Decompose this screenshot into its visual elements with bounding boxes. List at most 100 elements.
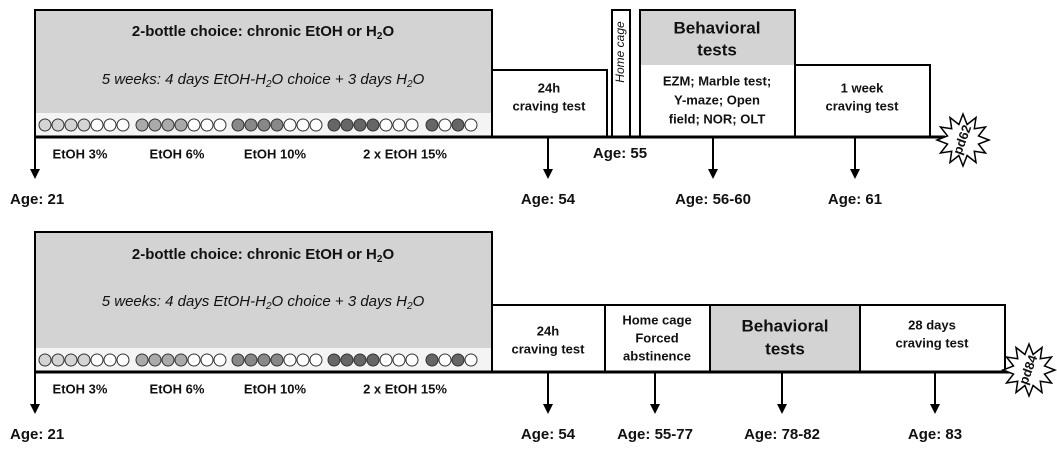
bottle-circle xyxy=(51,118,65,132)
block-subtitle-part: 2 xyxy=(406,301,413,312)
box-label: craving test xyxy=(896,335,970,350)
bottle-circle xyxy=(213,118,227,132)
bottle-circle xyxy=(366,353,380,367)
box-label: 24h xyxy=(537,323,559,338)
age-label: Age: 54 xyxy=(521,426,576,443)
bottle-circle xyxy=(353,118,367,132)
age-label: Age: 83 xyxy=(908,426,962,443)
block-title-part: 2 xyxy=(377,254,383,265)
starburst xyxy=(1000,341,1057,399)
bottle-circle xyxy=(379,118,393,132)
arrow-head xyxy=(543,169,553,179)
bottle-circle xyxy=(464,353,478,367)
bottle-circle xyxy=(77,118,91,132)
block-subtitle: 5 weeks: 4 days EtOH-H2O choice + 3 days… xyxy=(102,71,425,90)
box-label: 28 days xyxy=(908,317,956,332)
bottle-circle xyxy=(174,118,188,132)
bottle-circle xyxy=(200,353,214,367)
age-label: Age: 78-82 xyxy=(744,426,820,443)
block-subtitle-part: 2 xyxy=(406,79,413,90)
block-title-part: 2-bottle choice: chronic EtOH or H xyxy=(132,23,377,40)
bottle-circle xyxy=(366,118,380,132)
phase-label: EtOH 3% xyxy=(53,146,108,161)
age-label: Age: 21 xyxy=(10,426,64,443)
block-subtitle-part: O choice + 3 days H xyxy=(272,71,408,88)
phase-label: 2 x EtOH 15% xyxy=(363,146,447,161)
bottle-circle xyxy=(405,353,419,367)
box xyxy=(859,304,1006,373)
box-title: tests xyxy=(697,40,737,59)
age-label: Age: 54 xyxy=(521,191,576,208)
bottle-circle xyxy=(51,353,65,367)
bottle-circle xyxy=(38,118,52,132)
block-subtitle-part: O xyxy=(413,71,425,88)
bottle-circle xyxy=(405,118,419,132)
bottle-circle xyxy=(187,118,201,132)
box-label: Home cage xyxy=(622,312,691,327)
box-label: craving test xyxy=(826,98,900,113)
bottle-circle xyxy=(231,353,245,367)
block-title-part: 2-bottle choice: chronic EtOH or H xyxy=(132,246,377,263)
phase-label: EtOH 10% xyxy=(244,146,307,161)
bottle-circle xyxy=(213,353,227,367)
box-header xyxy=(641,11,794,65)
bottle-circle xyxy=(64,353,78,367)
bottle-circle xyxy=(309,118,323,132)
arrow-head xyxy=(930,404,940,414)
bottle-circle xyxy=(38,353,52,367)
box xyxy=(709,304,861,373)
bottle-circle xyxy=(340,118,354,132)
bottle-circle xyxy=(200,118,214,132)
bottle-circle xyxy=(244,118,258,132)
bottle-circle xyxy=(392,118,406,132)
block-subtitle-part: O xyxy=(413,293,425,310)
bottle-circle xyxy=(103,353,117,367)
block-subtitle-part: O choice + 3 days H xyxy=(272,293,408,310)
arrow-head xyxy=(543,404,553,414)
box-label: 1 week xyxy=(841,80,884,95)
box-label: field; NOR; OLT xyxy=(669,111,766,126)
bottle-circle xyxy=(438,353,452,367)
bottle-circle xyxy=(327,353,341,367)
bottle-circle xyxy=(309,353,323,367)
phase-label: 2 x EtOH 15% xyxy=(363,381,447,396)
box-label: Home cage xyxy=(613,21,627,83)
bottle-circle xyxy=(148,353,162,367)
bottle-circle xyxy=(270,118,284,132)
bottle-circle xyxy=(353,353,367,367)
box-title: Behavioral xyxy=(742,316,829,335)
bottle-circle xyxy=(174,353,188,367)
age-label: Age: 55 xyxy=(593,145,647,162)
block-title-part: 2 xyxy=(377,31,383,42)
phase-label: EtOH 6% xyxy=(150,146,205,161)
block-subtitle-part: 5 weeks: 4 days EtOH-H xyxy=(102,71,266,88)
box-label: EZM; Marble test; xyxy=(663,73,771,88)
bottle-circle xyxy=(161,353,175,367)
bottle-circle xyxy=(116,118,130,132)
bottle-circle xyxy=(283,353,297,367)
arrow-head xyxy=(30,404,40,414)
block-subtitle-part: 2 xyxy=(265,79,272,90)
box-label: abstinence xyxy=(623,348,691,363)
bottle-circle xyxy=(340,353,354,367)
bottle-circle xyxy=(116,353,130,367)
bottle-circle xyxy=(135,118,149,132)
block-title-part: O xyxy=(382,23,394,40)
block-title: 2-bottle choice: chronic EtOH or H2O xyxy=(132,23,395,42)
bottle-circle xyxy=(244,353,258,367)
box-label: craving test xyxy=(513,98,587,113)
bottle-circle xyxy=(296,353,310,367)
box-title: tests xyxy=(765,339,805,358)
box-label: Forced xyxy=(635,330,678,345)
bottle-circle xyxy=(90,353,104,367)
bottle-circle xyxy=(451,353,465,367)
box xyxy=(794,64,931,138)
block-subtitle-part: 5 weeks: 4 days EtOH-H xyxy=(102,293,266,310)
bottle-circle xyxy=(148,118,162,132)
box-label: craving test xyxy=(512,341,586,356)
phase-label: EtOH 3% xyxy=(53,381,108,396)
arrow-head xyxy=(850,169,860,179)
box-title: Behavioral xyxy=(674,18,761,37)
phase-label: EtOH 10% xyxy=(244,381,307,396)
